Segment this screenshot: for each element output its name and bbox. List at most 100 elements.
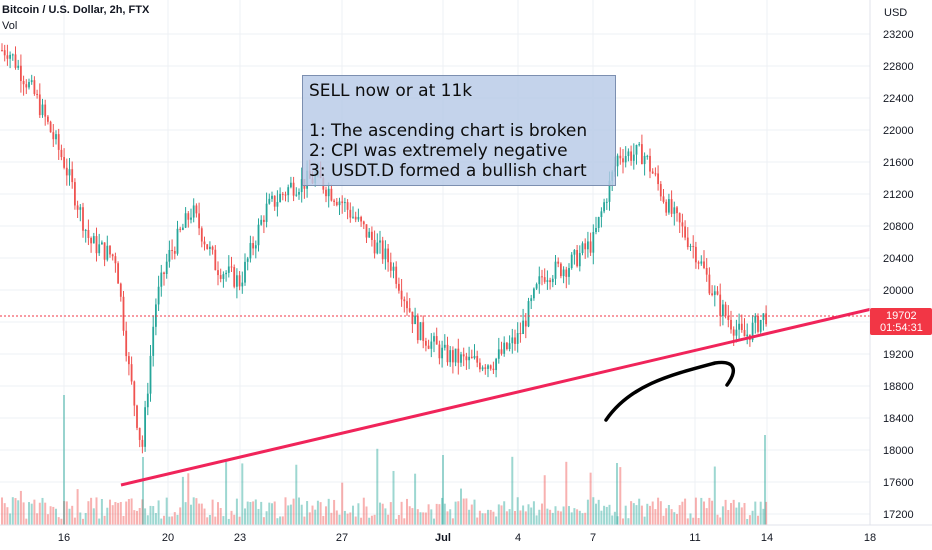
volume-bar xyxy=(603,505,606,525)
volume-bar xyxy=(82,518,84,525)
volume-bar xyxy=(57,517,60,525)
price-tick-label: 22000 xyxy=(883,125,914,137)
candle-body xyxy=(146,393,149,408)
candle-body xyxy=(724,304,727,316)
volume-bar xyxy=(730,503,732,525)
volume-bar xyxy=(667,505,670,525)
candle-body xyxy=(492,368,495,371)
volume-bar xyxy=(60,518,63,525)
volume-bar xyxy=(651,501,654,525)
volume-bar xyxy=(640,505,643,525)
candle-body xyxy=(751,322,754,340)
time-tick-label: 27 xyxy=(336,532,348,544)
volume-bar xyxy=(14,498,17,525)
volume-bar xyxy=(122,516,125,525)
volume-bar xyxy=(627,518,630,525)
volume-bar xyxy=(565,461,568,525)
candle-body xyxy=(222,274,225,279)
sell-annotation-box[interactable]: SELL now or at 11k 1: The ascending char… xyxy=(302,75,616,186)
volume-bar xyxy=(554,506,557,525)
price-tick-label: 18400 xyxy=(883,413,914,425)
volume-bar xyxy=(470,504,473,525)
candle-body xyxy=(211,246,214,250)
candle-body xyxy=(689,246,692,248)
candle-body xyxy=(635,145,638,155)
candle-body xyxy=(349,209,352,218)
volume-bar xyxy=(646,503,649,525)
candle-body xyxy=(3,50,6,56)
candle-body xyxy=(360,216,362,222)
symbol-title[interactable]: Bitcoin / U.S. Dollar, 2h, FTX xyxy=(2,4,150,16)
volume-bar xyxy=(22,502,25,525)
volume-bar xyxy=(451,518,454,525)
candle-body xyxy=(373,239,376,254)
candle-body xyxy=(244,261,246,283)
volume-bar xyxy=(546,508,549,525)
volume-bar xyxy=(179,507,182,525)
candle-body xyxy=(416,315,419,341)
candle-body xyxy=(719,294,722,316)
volume-bar xyxy=(357,503,360,525)
candle-body xyxy=(665,201,668,213)
volume-bar xyxy=(227,518,230,525)
volume-bar xyxy=(657,497,660,525)
volume-bar xyxy=(111,505,114,525)
volume-bar xyxy=(406,498,408,525)
hand-drawn-arrow[interactable] xyxy=(604,360,736,422)
volume-indicator-label[interactable]: Vol xyxy=(2,20,18,32)
price-tick-label: 17600 xyxy=(883,477,914,489)
time-ticks: 16 20 23 27 Jul 4 7 11 14 18 xyxy=(58,532,876,544)
candle-body xyxy=(522,320,524,335)
candle-body xyxy=(344,202,346,204)
candle-body xyxy=(209,246,211,249)
time-tick-label: Jul xyxy=(435,532,451,544)
candle-body xyxy=(271,195,273,199)
candle-body xyxy=(438,344,441,359)
volume-bar xyxy=(568,506,570,525)
volume-bar xyxy=(346,513,349,525)
price-tick-label: 18800 xyxy=(883,381,914,393)
volume-bar xyxy=(597,499,600,525)
candle-body xyxy=(584,243,587,250)
candle-body xyxy=(711,293,713,295)
time-tick-label: 14 xyxy=(761,532,773,544)
ascending-trendline[interactable] xyxy=(120,306,877,487)
volume-bar xyxy=(630,501,633,525)
candle-body xyxy=(538,276,541,285)
volume-bar xyxy=(343,510,346,525)
candle-body xyxy=(122,296,125,331)
annotation-reason-2: 2: CPI was extremely negative xyxy=(309,141,568,161)
candle-body xyxy=(371,231,373,240)
candle-body xyxy=(57,134,60,150)
volume-bar xyxy=(106,507,109,525)
volume-bar xyxy=(495,516,498,525)
candle-body xyxy=(735,329,738,336)
volume-bar xyxy=(562,506,565,525)
candle-body xyxy=(71,169,74,183)
candle-body xyxy=(227,266,230,273)
volume-bar xyxy=(327,498,330,525)
candle-body xyxy=(597,217,600,228)
candle-body xyxy=(128,356,130,365)
volume-bar xyxy=(303,516,306,525)
candle-body xyxy=(133,381,136,406)
candle-body xyxy=(168,249,171,262)
volume-bar xyxy=(551,512,554,525)
volume-bar xyxy=(535,515,538,525)
candle-body xyxy=(705,268,708,275)
volume-bar xyxy=(233,514,236,525)
candle-body xyxy=(600,211,603,218)
volume-bar xyxy=(90,497,93,525)
time-axis[interactable] xyxy=(0,525,932,550)
volume-bar xyxy=(689,513,692,525)
volume-bar xyxy=(281,516,284,525)
candle-body xyxy=(1,50,3,51)
price-axis[interactable] xyxy=(870,0,932,525)
volume-bar xyxy=(487,509,489,525)
candle-body xyxy=(287,187,290,196)
candle-body xyxy=(119,283,122,297)
volume-bar xyxy=(100,498,103,525)
candle-body xyxy=(246,258,249,262)
volume-bar xyxy=(457,501,460,525)
candle-body xyxy=(619,155,622,159)
